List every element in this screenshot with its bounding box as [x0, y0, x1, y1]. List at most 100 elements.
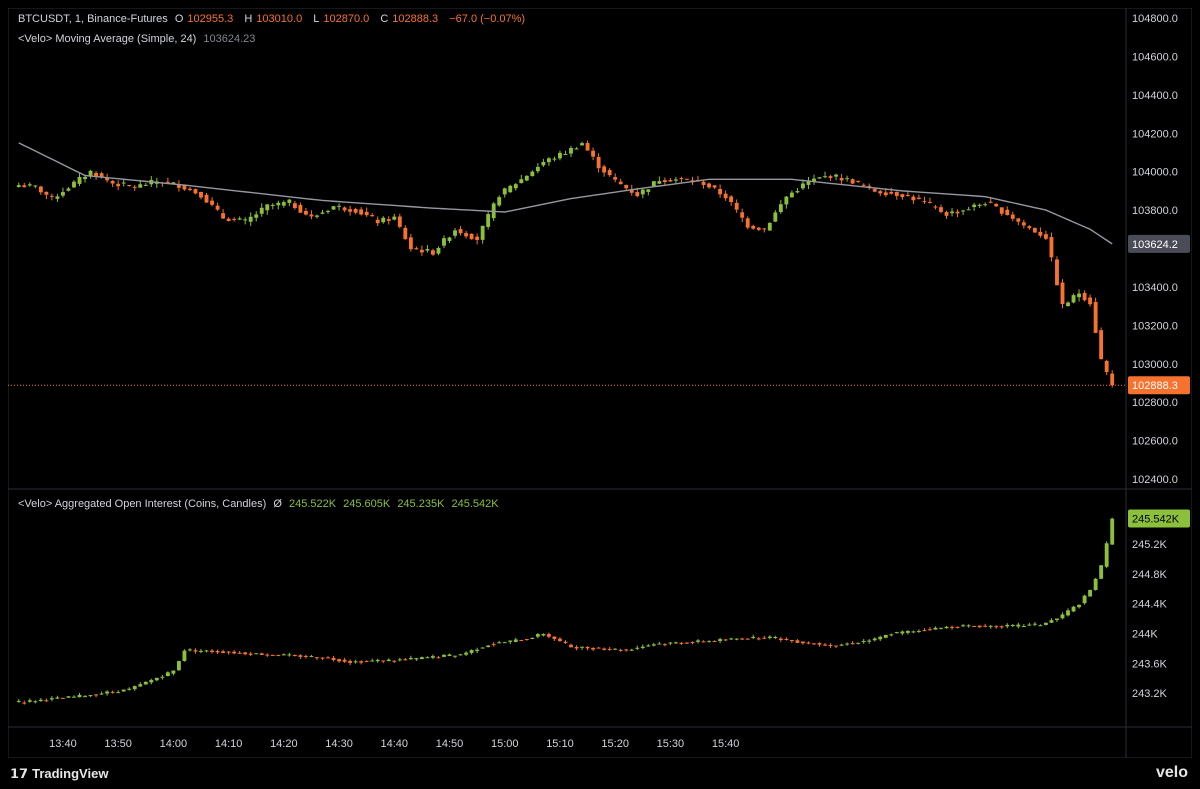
price-candle — [77, 176, 82, 184]
price-candle — [105, 177, 110, 181]
price-candle — [199, 191, 203, 198]
price-candle — [569, 147, 573, 154]
oi-candle — [944, 626, 949, 629]
price-candle — [165, 181, 170, 183]
price-candle — [27, 184, 32, 186]
symbol-label[interactable]: BTCUSDT, 1, Binance-Futures — [18, 13, 168, 25]
oi-candle — [502, 642, 507, 644]
oi-candle — [701, 641, 706, 643]
price-candle — [972, 204, 977, 207]
price-candle — [778, 204, 783, 213]
price-candle — [94, 172, 99, 177]
oi-candle — [315, 657, 319, 659]
oi-candle — [1082, 595, 1087, 604]
price-candle — [535, 166, 540, 172]
price-candle — [977, 204, 982, 206]
price-candle — [381, 217, 386, 223]
price-tick-label: 102800.0 — [1132, 397, 1178, 409]
oi-candle — [458, 654, 463, 656]
footer: 𝟭𝟳 TradingView velo — [0, 758, 1200, 789]
oi-candle — [734, 638, 739, 640]
price-candle — [784, 196, 789, 205]
oi-candle — [668, 642, 673, 644]
moving-average-line — [18, 142, 1113, 245]
price-candle — [961, 210, 966, 212]
oi-candle — [204, 650, 209, 652]
price-candle — [337, 205, 341, 207]
oi-candle — [309, 656, 314, 658]
open-label: O — [174, 13, 184, 25]
price-candle — [447, 237, 452, 241]
price-candle — [1110, 373, 1115, 386]
oi-candle — [303, 655, 308, 657]
price-candle — [856, 180, 861, 182]
oi-candle — [778, 638, 783, 641]
oi-candle — [1021, 626, 1026, 628]
price-candle — [812, 178, 816, 182]
time-tick-label: 14:10 — [215, 738, 243, 750]
oi-candle — [127, 688, 132, 690]
price-candle — [1038, 231, 1043, 236]
chart-canvas[interactable]: 102400.0 102600.0 102800.0 103000.0 103200.0… — [8, 8, 1192, 758]
oi-candle — [784, 638, 789, 640]
price-candle — [38, 186, 43, 193]
time-tick-label: 14:50 — [436, 738, 464, 750]
oi-candle — [839, 644, 844, 646]
oi-candle — [447, 654, 452, 657]
tradingview-logo[interactable]: 𝟭𝟳 TradingView — [10, 766, 108, 782]
price-candle — [215, 205, 220, 210]
oi-title: <Velo> Aggregated Open Interest (Coins, … — [18, 498, 267, 510]
price-candle — [1010, 214, 1015, 219]
oi-candle — [403, 659, 408, 661]
oi-candle — [491, 644, 496, 646]
oi-close: 245.542K — [451, 498, 499, 510]
price-candle — [265, 204, 270, 211]
price-candle — [845, 178, 850, 180]
price-candle — [640, 189, 645, 195]
oi-candle — [359, 661, 364, 663]
price-candle — [1016, 218, 1021, 222]
tradingview-icon: 𝟭𝟳 — [10, 766, 29, 781]
price-candle — [552, 158, 557, 160]
oi-candle — [408, 657, 413, 660]
oi-candle — [795, 640, 800, 643]
price-candle — [386, 219, 391, 221]
price-candle — [563, 153, 568, 155]
oi-candle — [861, 640, 866, 642]
price-candle — [988, 201, 993, 203]
oi-candle — [767, 636, 772, 638]
oi-candle — [961, 625, 966, 627]
oi-legend[interactable]: <Velo> Aggregated Open Interest (Coins, … — [18, 498, 503, 510]
price-candle — [453, 230, 457, 236]
price-tick-label: 102600.0 — [1132, 436, 1178, 448]
price-candle — [110, 180, 115, 184]
oi-candle — [342, 659, 347, 662]
price-candle — [513, 184, 518, 189]
price-candle — [502, 188, 507, 195]
price-candle — [127, 184, 132, 186]
oi-candle — [232, 651, 237, 654]
price-candle — [657, 181, 662, 184]
time-tick-label: 15:00 — [491, 738, 519, 750]
price-candle — [458, 229, 463, 234]
oi-candle — [375, 659, 380, 662]
price-candle — [138, 184, 143, 188]
oi-candle — [160, 676, 165, 678]
price-tick-label: 104800.0 — [1132, 13, 1178, 25]
oi-candle — [453, 655, 457, 657]
price-candle — [1043, 234, 1048, 239]
price-candle — [276, 202, 281, 206]
price-candle — [1005, 209, 1010, 216]
oi-candle — [265, 654, 270, 656]
price-candle — [734, 202, 739, 210]
time-tick-label: 13:40 — [49, 738, 77, 750]
time-tick-label: 14:30 — [325, 738, 353, 750]
oi-candle — [188, 649, 192, 651]
price-candle — [22, 185, 27, 188]
price-candle — [585, 143, 590, 151]
price-candle — [911, 196, 916, 201]
oi-candle — [519, 640, 524, 642]
oi-candle — [574, 647, 579, 649]
ma-legend[interactable]: <Velo> Moving Average (Simple, 24) 10362… — [18, 33, 259, 45]
oi-candle — [292, 654, 297, 656]
